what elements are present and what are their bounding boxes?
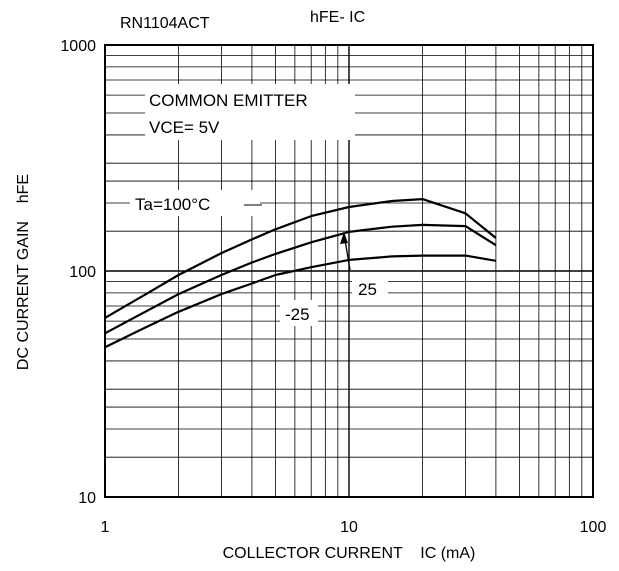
series-label: 25 [358, 280, 377, 299]
label-layer: RN1104ACT hFE- IC COLLECTOR CURRENT IC (… [15, 9, 475, 562]
condition-text: COMMON EMITTER [149, 91, 308, 110]
label-box-minus25 [280, 300, 318, 326]
x-tick-label: 10 [340, 519, 358, 536]
x-axis-label: COLLECTOR CURRENT IC (mA) [223, 545, 476, 562]
series-label: Ta=100°C [135, 195, 210, 214]
conditions-box [145, 84, 355, 140]
annotation-layer: COMMON EMITTER VCE= 5V Ta=100°C 25 -25 [130, 84, 388, 326]
series-line-1 [104, 198, 497, 319]
x-tick-label: 100 [580, 519, 607, 536]
label-box-100 [130, 190, 260, 216]
series-layer [104, 198, 497, 349]
y-axis-label: DC CURRENT GAIN hFE [15, 174, 32, 370]
y-tick-label: 100 [69, 264, 96, 281]
x-tick-label: 1 [101, 519, 110, 536]
arrow-head-25 [340, 232, 348, 244]
part-number: RN1104ACT [120, 15, 210, 32]
condition-text: VCE= 5V [149, 118, 220, 137]
series-line-3 [104, 254, 497, 349]
chart-title: hFE- IC [310, 9, 365, 26]
series-label: -25 [285, 305, 310, 324]
y-tick-label: 1000 [60, 38, 96, 55]
y-tick-label: 10 [78, 490, 96, 507]
label-box-25 [352, 275, 388, 301]
plot-frame [104, 44, 594, 498]
tick-layer: 1 10 100 10 100 1000 [60, 38, 606, 536]
series-line-2 [104, 223, 497, 335]
